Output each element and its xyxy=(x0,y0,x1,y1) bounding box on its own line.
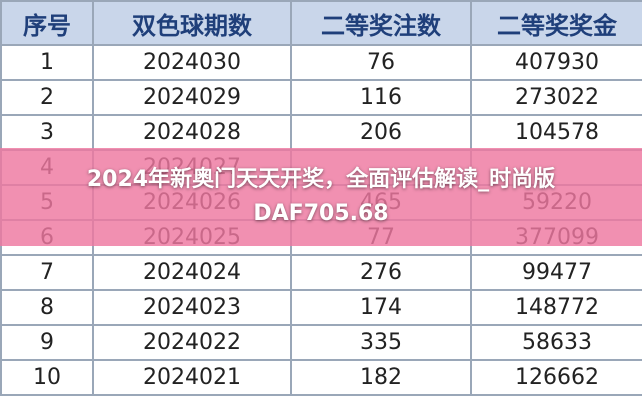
table-row: 1 2024030 76 407930 xyxy=(0,44,642,81)
table-cell: 76 xyxy=(290,44,472,81)
table-cell: 3 xyxy=(0,114,94,151)
table-cell: 104578 xyxy=(470,114,642,151)
table-cell: 1 xyxy=(0,44,94,81)
table-cell: 58633 xyxy=(470,324,642,361)
table-cell: 182 xyxy=(290,359,472,396)
table-cell: 9 xyxy=(0,324,94,361)
table-row: 3 2024028 206 104578 xyxy=(0,114,642,151)
table-row: 9 2024022 335 58633 xyxy=(0,324,642,361)
table-cell: 2 xyxy=(0,79,94,116)
table-cell: 148772 xyxy=(470,289,642,326)
header-cell: 二等奖奖金 xyxy=(470,0,642,46)
header-row: 序号 双色球期数 二等奖注数 二等奖奖金 xyxy=(0,0,642,46)
table-cell: 99477 xyxy=(470,254,642,291)
header-cell: 序号 xyxy=(0,0,94,46)
table-cell: 2024028 xyxy=(92,114,292,151)
table-cell: 2024029 xyxy=(92,79,292,116)
table-cell: 8 xyxy=(0,289,94,326)
table-row: 2 2024029 116 273022 xyxy=(0,79,642,116)
header-cell: 二等奖注数 xyxy=(290,0,472,46)
table-cell: 10 xyxy=(0,359,94,396)
table-cell: 407930 xyxy=(470,44,642,81)
table-cell: 2024022 xyxy=(92,324,292,361)
table-row: 8 2024023 174 148772 xyxy=(0,289,642,326)
table-cell: 2024030 xyxy=(92,44,292,81)
table-cell: 335 xyxy=(290,324,472,361)
header-cell: 双色球期数 xyxy=(92,0,292,46)
table-cell: 276 xyxy=(290,254,472,291)
table-cell: 7 xyxy=(0,254,94,291)
table-cell: 206 xyxy=(290,114,472,151)
table-cell: 2024021 xyxy=(92,359,292,396)
table-row: 10 2024021 182 126662 xyxy=(0,359,642,396)
table-cell: 174 xyxy=(290,289,472,326)
table-cell: 2024024 xyxy=(92,254,292,291)
table-cell: 126662 xyxy=(470,359,642,396)
table-cell: 2024023 xyxy=(92,289,292,326)
table-cell: 116 xyxy=(290,79,472,116)
banner-title: 2024年新奥门天天开奖，全面评估解读_时尚版DAF705.68 xyxy=(86,167,556,226)
table-cell: 273022 xyxy=(470,79,642,116)
banner: 2024年新奥门天天开奖，全面评估解读_时尚版DAF705.68 xyxy=(0,148,642,246)
table-row: 7 2024024 276 99477 xyxy=(0,254,642,291)
